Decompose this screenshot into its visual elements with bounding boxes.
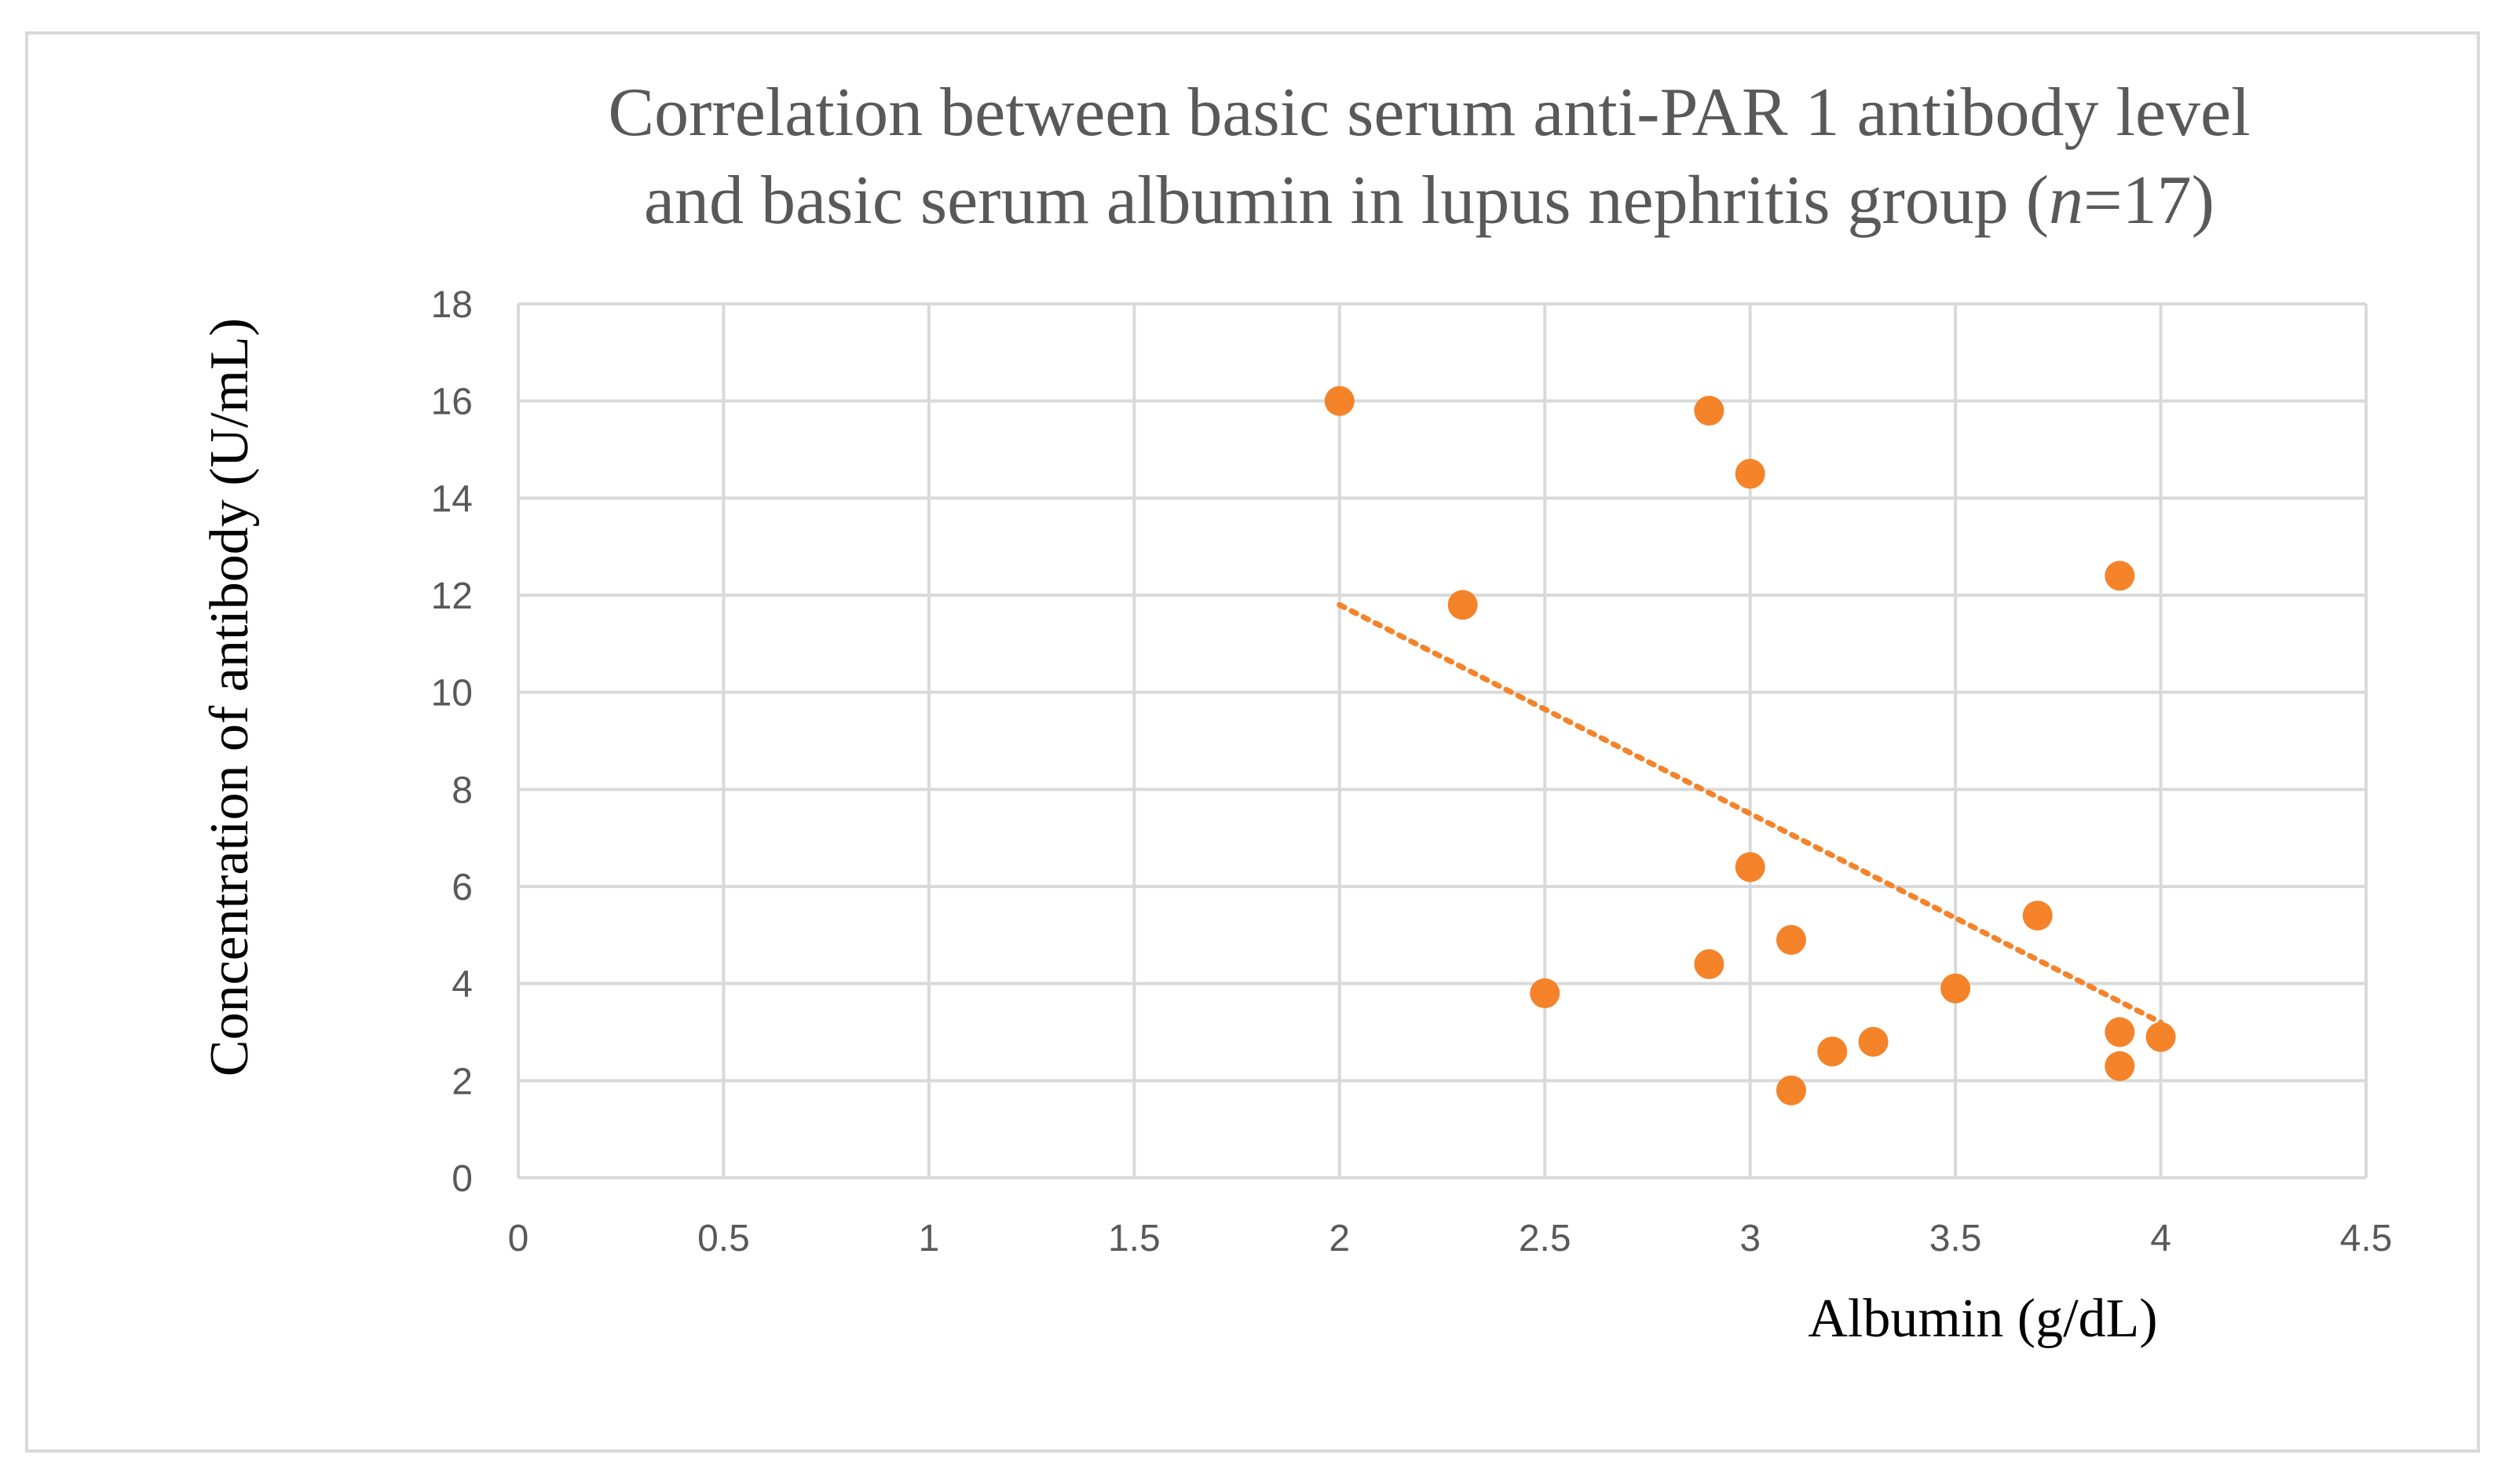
y-tick-label: 12 bbox=[431, 576, 473, 617]
x-tick-label: 1 bbox=[919, 1218, 940, 1259]
chart-title-line2: and basic serum albumin in lupus nephrit… bbox=[424, 157, 2434, 245]
chart-title-line2-suffix: =17) bbox=[2083, 163, 2215, 239]
chart-title-line1: Correlation between basic serum anti-PAR… bbox=[608, 75, 2251, 151]
x-tick-label: 0 bbox=[508, 1218, 529, 1259]
y-axis-title: Concentration of antibody (U/mL) bbox=[199, 318, 260, 1076]
data-point bbox=[1776, 925, 1806, 956]
trendline-group bbox=[1337, 601, 2164, 1025]
x-axis-title: Albumin (g/dL) bbox=[1808, 1288, 2157, 1349]
x-tick-label: 3 bbox=[1739, 1218, 1761, 1259]
x-axis-ticks: 0 0.5 1 1.5 2 2.5 3 3.5 4 4.5 bbox=[508, 1218, 2393, 1259]
data-point bbox=[1694, 396, 1724, 426]
data-points bbox=[1324, 386, 2176, 1106]
chart-frame bbox=[25, 31, 2480, 1453]
x-tick-label: 3.5 bbox=[1929, 1218, 1982, 1259]
data-point bbox=[2105, 1051, 2135, 1081]
x-tick-label: 1.5 bbox=[1108, 1218, 1161, 1259]
data-point bbox=[2105, 1017, 2135, 1047]
data-point bbox=[1858, 1026, 1889, 1057]
data-point bbox=[1735, 459, 1765, 489]
data-point bbox=[2022, 901, 2053, 931]
x-tick-label: 2.5 bbox=[1519, 1218, 1571, 1259]
data-point bbox=[1324, 386, 1355, 416]
x-tick-label: 2 bbox=[1329, 1218, 1350, 1259]
trendline bbox=[1337, 601, 2164, 1025]
data-point bbox=[1940, 973, 1971, 1003]
chart-title: Correlation between basic serum anti-PAR… bbox=[424, 69, 2434, 245]
x-tick-label: 0.5 bbox=[697, 1218, 750, 1259]
x-tick-label: 4 bbox=[2150, 1218, 2171, 1259]
y-tick-label: 16 bbox=[431, 382, 473, 423]
data-point bbox=[2145, 1022, 2176, 1052]
data-point bbox=[1817, 1036, 1848, 1067]
y-tick-label: 8 bbox=[452, 769, 473, 811]
y-tick-label: 4 bbox=[452, 964, 473, 1006]
data-point bbox=[2105, 561, 2135, 591]
chart-title-line2-prefix: and basic serum albumin in lupus nephrit… bbox=[644, 163, 2050, 239]
y-tick-label: 2 bbox=[452, 1061, 473, 1102]
data-point bbox=[1735, 852, 1765, 883]
y-axis-ticks: 0 2 4 6 8 10 12 14 16 18 bbox=[431, 284, 473, 1200]
chart-title-n: n bbox=[2049, 163, 2084, 239]
gridlines bbox=[517, 302, 2368, 1179]
data-point bbox=[1694, 949, 1724, 979]
x-tick-label: 4.5 bbox=[2340, 1218, 2393, 1259]
data-point bbox=[1776, 1075, 1806, 1106]
data-point bbox=[1447, 590, 1478, 620]
y-tick-label: 14 bbox=[431, 478, 473, 520]
y-tick-label: 0 bbox=[452, 1158, 473, 1200]
y-tick-label: 6 bbox=[452, 867, 473, 908]
data-point bbox=[1530, 978, 1560, 1009]
y-tick-label: 18 bbox=[431, 284, 473, 326]
y-tick-label: 10 bbox=[431, 673, 473, 715]
